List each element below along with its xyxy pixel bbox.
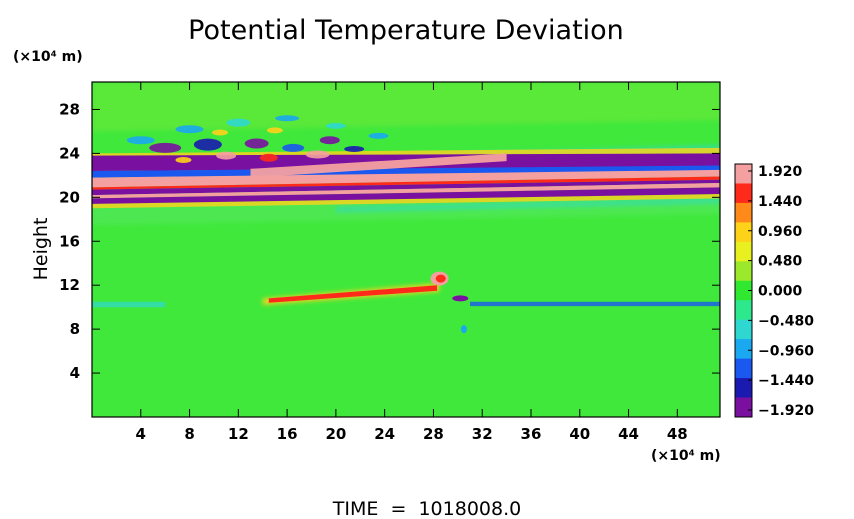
colorbar: 1.920 1.440 0.960 0.480 0.000 −0.480 −0.960 −1.… <box>734 163 814 419</box>
wave-feature <box>325 122 346 129</box>
mid-positive-streak <box>268 285 438 303</box>
wave-feature <box>126 136 155 145</box>
x-tick-label: 8 <box>184 425 194 443</box>
x-tick-label: 24 <box>374 425 395 443</box>
y-tick-label: 16 <box>59 232 80 250</box>
x-tick-label: 4 <box>136 425 146 443</box>
upper-background-tint <box>92 82 720 132</box>
wave-feature <box>368 132 389 139</box>
negative-pocket <box>452 295 469 302</box>
x-tick-label: 36 <box>521 425 542 443</box>
x-tick-label: 28 <box>423 425 444 443</box>
colorbar-label: −0.960 <box>758 343 814 359</box>
y-tick-label: 20 <box>59 188 80 206</box>
colorbar-segment <box>735 222 752 243</box>
wave-feature <box>244 138 269 149</box>
left-cyan-streak <box>92 301 166 308</box>
x-ticks: 4 8 12 16 20 24 28 32 36 40 44 48 <box>136 82 688 443</box>
plot-background <box>92 82 720 417</box>
wave-feature <box>266 127 283 134</box>
colorbar-segment <box>735 319 752 340</box>
colorbar-label: −1.440 <box>758 373 814 389</box>
colorbar-segment <box>735 339 752 360</box>
wave-feature <box>175 156 192 163</box>
x-tick-label: 48 <box>667 425 688 443</box>
colorbar-label: 0.000 <box>758 284 803 300</box>
wave-feature <box>175 125 204 134</box>
x-tick-label: 32 <box>472 425 493 443</box>
wave-feature <box>216 151 237 160</box>
wave-feature <box>149 142 182 153</box>
y-tick-label: 28 <box>59 100 80 118</box>
x-tick-label: 44 <box>618 425 639 443</box>
colorbar-segment <box>735 378 752 398</box>
plot-frame <box>91 81 721 418</box>
colorbar-segment <box>735 241 752 262</box>
wave-feature <box>226 118 251 127</box>
wave-feature <box>305 150 330 159</box>
colorbar-label: −0.480 <box>758 313 814 329</box>
positive-layer-upper <box>92 169 720 188</box>
colorbar-segment <box>735 202 752 223</box>
negative-layer-middle <box>92 179 720 196</box>
positive-layer-lower <box>92 183 720 199</box>
colorbar-segment <box>735 183 752 204</box>
positive-tongue <box>250 153 507 178</box>
y-axis-unit: (×10⁴ m) <box>13 49 83 65</box>
blue-layer-top <box>92 165 720 178</box>
y-tick-label: 24 <box>59 144 80 162</box>
wave-feature <box>193 138 222 151</box>
field-layers <box>92 82 720 334</box>
wave-feature <box>282 143 305 152</box>
small-blue-eddy <box>460 325 467 334</box>
x-tick-label: 20 <box>325 425 346 443</box>
colorbar-label: 0.960 <box>758 224 803 240</box>
negative-layer-bottom <box>92 187 720 204</box>
time-label: TIME = 1018008.0 <box>332 498 521 519</box>
colorbar-segment <box>735 280 752 301</box>
wave-feature <box>319 136 340 145</box>
x-tick-label: 40 <box>569 425 590 443</box>
mid-negative-streak <box>470 301 720 307</box>
colorbar-segment <box>735 358 752 379</box>
wave-feature <box>259 153 278 162</box>
wave-feature <box>212 129 229 136</box>
y-tick-label: 4 <box>70 364 80 382</box>
cyan-streak-lower <box>335 197 720 213</box>
colorbar-label: −1.920 <box>758 403 814 419</box>
wave-feature <box>275 115 300 122</box>
colorbar-segment <box>735 397 752 418</box>
y-tick-label: 12 <box>59 276 80 294</box>
plot-area <box>92 82 720 417</box>
y-ticks: 4 8 12 16 20 24 28 <box>59 100 720 382</box>
y-tick-label: 8 <box>70 320 80 338</box>
colorbar-label: 1.440 <box>758 194 803 210</box>
colorbar-segment <box>735 300 752 321</box>
wave-feature <box>344 146 365 152</box>
x-tick-label: 16 <box>277 425 298 443</box>
yellow-fringe-bottom <box>92 194 720 209</box>
x-axis-unit: (×10⁴ m) <box>651 448 721 464</box>
colorbar-label: 1.920 <box>758 164 803 180</box>
y-axis-label: Height <box>30 218 52 281</box>
colorbar-label: 0.480 <box>758 254 803 270</box>
colorbar-segment <box>735 261 752 282</box>
red-layer-edge <box>92 176 720 190</box>
colorbar-segment <box>735 164 752 184</box>
plume-core <box>435 274 446 283</box>
chart-title: Potential Temperature Deviation <box>188 15 624 46</box>
x-tick-label: 12 <box>228 425 249 443</box>
